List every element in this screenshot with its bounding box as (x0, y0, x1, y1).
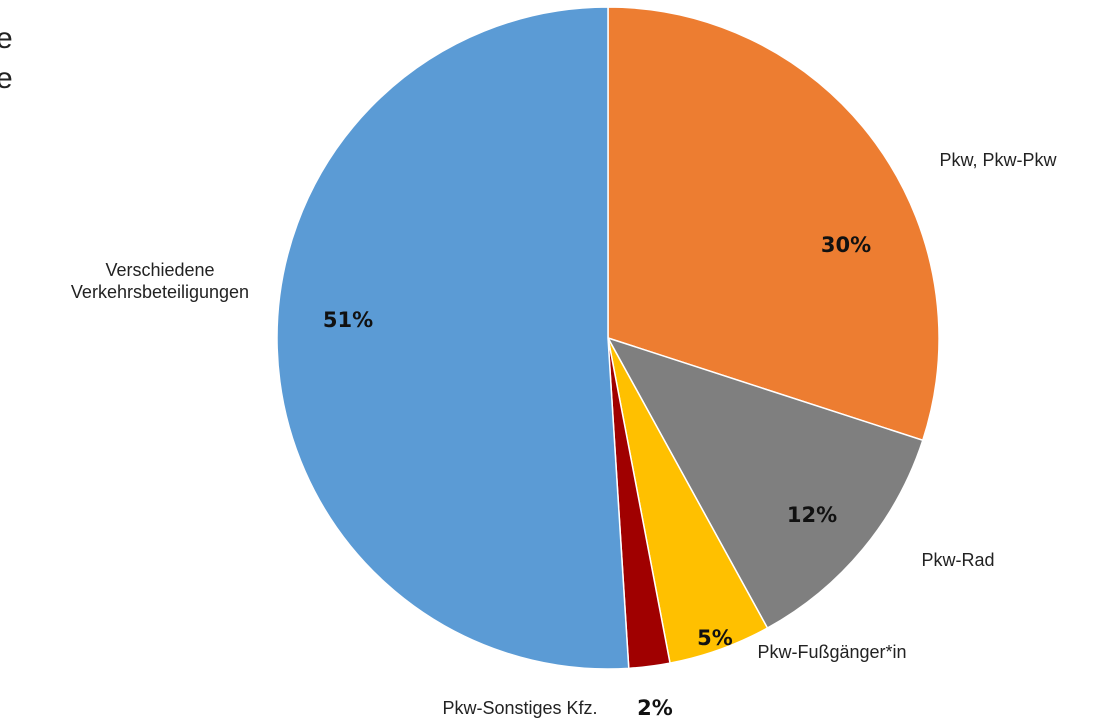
value-label: 51% (322, 308, 374, 332)
category-label: Pkw-Rad (921, 550, 995, 570)
pie-slice (606, 336, 924, 630)
value-label: 2% (637, 696, 673, 720)
pie-slice (607, 6, 940, 442)
value-label: 30% (820, 233, 872, 257)
category-label: Pkw-Sonstiges Kfz. (442, 698, 598, 718)
value-label: 5% (697, 626, 733, 650)
pie-slice (276, 6, 630, 670)
category-label: Pkw-Fußgänger*in (757, 642, 907, 662)
value-label: 12% (786, 503, 838, 527)
annotation: e (0, 22, 13, 55)
category-label: Verschiedene Verkehrsbeteiligungen (70, 260, 250, 302)
category-label: Pkw, Pkw-Pkw (939, 150, 1057, 170)
annotation: e (0, 62, 13, 95)
